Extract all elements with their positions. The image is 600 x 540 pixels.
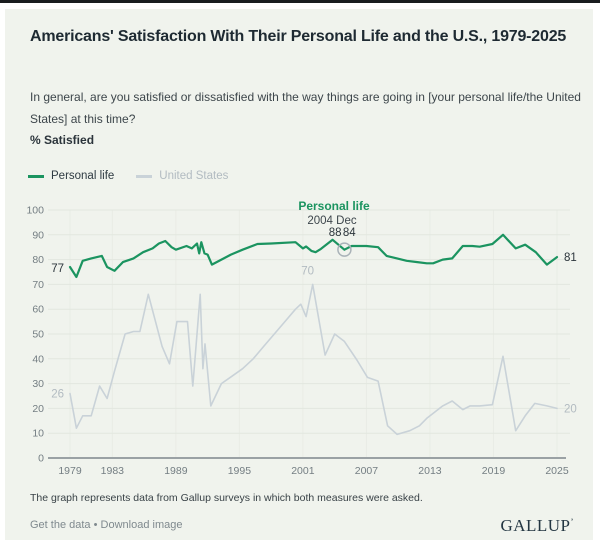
y-tick-label: 40 <box>32 353 44 365</box>
x-tick-label: 1979 <box>58 465 82 477</box>
x-tick-label: 1983 <box>101 465 125 477</box>
x-tick-label: 2013 <box>418 465 442 477</box>
united-states-line[interactable] <box>69 283 558 436</box>
x-tick-label: 2025 <box>545 465 569 477</box>
x-tick-label: 2007 <box>355 465 379 477</box>
legend-label-united-states: United States <box>159 170 229 182</box>
x-tick-label: 1989 <box>164 465 188 477</box>
get-the-data-link[interactable]: Get the data <box>30 519 91 531</box>
download-image-link[interactable]: Download image <box>100 519 183 531</box>
annotation-77: 77 <box>51 263 64 275</box>
y-tick-label: 70 <box>32 279 44 291</box>
legend: Personal life United States <box>28 170 228 182</box>
personal-life-line[interactable] <box>68 233 559 279</box>
legend-item-united-states[interactable]: United States <box>136 170 228 182</box>
y-tick-label: 100 <box>26 205 44 217</box>
page-title: Americans' Satisfaction With Their Perso… <box>30 28 567 45</box>
united-states-dash-icon <box>136 174 153 178</box>
gallup-trademark: ʼ <box>570 517 574 527</box>
annotation-81: 81 <box>564 252 577 264</box>
y-tick-label: 30 <box>32 378 44 390</box>
footer-separator: • <box>93 519 98 531</box>
annotation-20: 20 <box>564 403 577 415</box>
gallup-logo: GALLUPʼ <box>500 516 574 535</box>
legend-item-personal-life[interactable]: Personal life <box>28 170 114 182</box>
y-tick-label: 80 <box>32 254 44 266</box>
footer-links: Get the data • Download image <box>30 519 182 531</box>
tooltip-date-label: 2004 Dec <box>307 215 356 227</box>
chart-card <box>5 9 593 540</box>
personal-life-dash-icon <box>28 174 44 178</box>
x-tick-label: 2019 <box>482 465 506 477</box>
y-tick-label: 10 <box>32 428 44 440</box>
measure-label: % Satisfied <box>30 133 95 147</box>
legend-label-personal-life: Personal life <box>51 170 115 182</box>
x-tick-label: 2001 <box>291 465 315 477</box>
y-tick-label: 20 <box>32 403 44 415</box>
y-tick-label: 60 <box>32 304 44 316</box>
y-tick-label: 0 <box>38 453 44 465</box>
tooltip-series-label: Personal life <box>298 199 370 213</box>
survey-question: In general, are you satisfied or dissati… <box>30 90 581 126</box>
x-tick-label: 1995 <box>228 465 252 477</box>
annotation-70: 70 <box>301 265 314 277</box>
chart-footnote: The graph represents data from Gallup su… <box>30 492 423 504</box>
annotation-88: 88 <box>329 227 342 239</box>
tooltip-value-label: 84 <box>343 227 356 239</box>
y-tick-label: 90 <box>32 229 44 241</box>
annotation-26: 26 <box>51 389 64 401</box>
tooltip-marker <box>337 242 352 257</box>
y-tick-label: 50 <box>32 329 44 341</box>
top-accent-bar <box>0 0 600 3</box>
